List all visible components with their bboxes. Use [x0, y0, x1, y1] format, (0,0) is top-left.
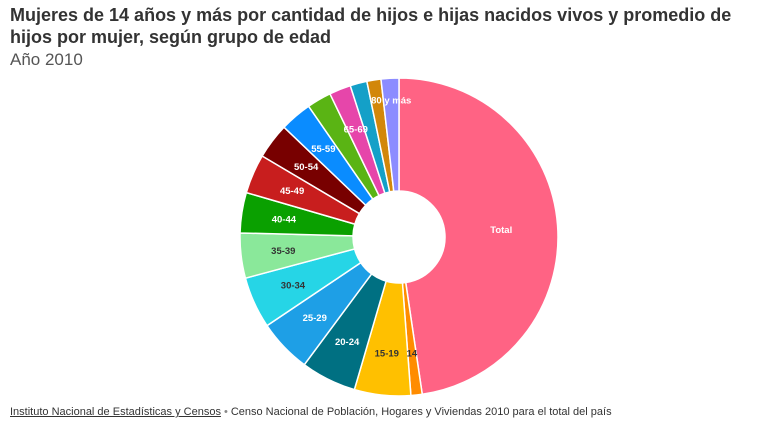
slice-label-45-49: 45-49: [280, 186, 304, 197]
slice-label-15-19: 15-19: [375, 348, 399, 359]
chart-header: Mujeres de 14 años y más por cantidad de…: [10, 4, 758, 71]
source-link[interactable]: Instituto Nacional de Estadísticas y Cen…: [10, 406, 221, 418]
slice-label-40-44: 40-44: [272, 215, 297, 226]
slice-label-50-54: 50-54: [294, 162, 319, 173]
slice-total[interactable]: [398, 77, 559, 396]
chart-title: Mujeres de 14 años y más por cantidad de…: [10, 5, 732, 47]
slice-label-80-y-m-s: 80 y más: [371, 96, 411, 107]
footer-separator: •: [223, 406, 228, 418]
slice-label-30-34: 30-34: [281, 281, 306, 292]
slice-label-14: 14: [407, 348, 418, 359]
slice-label-total: Total: [490, 225, 512, 236]
slice-label-55-59: 55-59: [311, 144, 335, 155]
chart-footer: Instituto Nacional de Estadísticas y Cen…: [10, 406, 612, 418]
slice-label-35-39: 35-39: [271, 246, 295, 257]
slice-label-25-29: 25-29: [303, 313, 327, 324]
chart-subtitle: Año 2010: [10, 50, 83, 69]
source-note: Censo Nacional de Población, Hogares y V…: [230, 406, 612, 418]
slice-label-20-24: 20-24: [335, 337, 360, 348]
slice-80-y-m-s[interactable]: [380, 77, 400, 193]
slice-label-65-69: 65-69: [344, 124, 368, 135]
